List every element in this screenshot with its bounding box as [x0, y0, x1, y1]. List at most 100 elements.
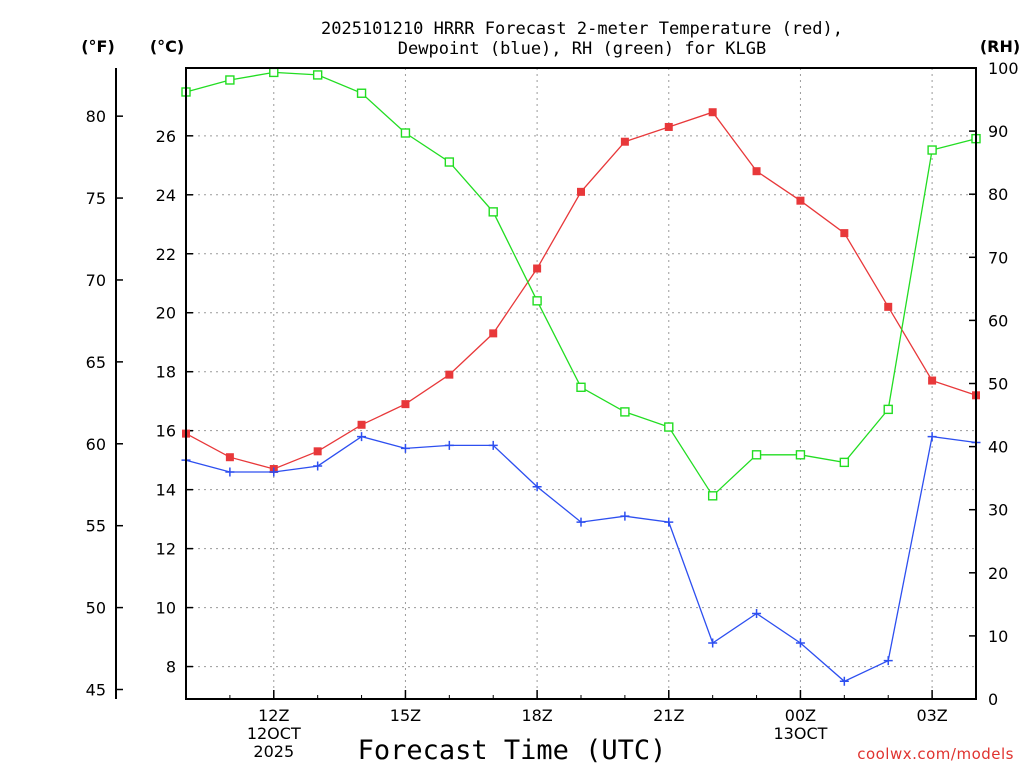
temperature-point — [225, 453, 234, 462]
celsius-tick-label: 14 — [156, 481, 176, 500]
rh-point — [707, 491, 718, 501]
dewpoint-point — [357, 432, 367, 442]
celsius-tick-label: 8 — [166, 658, 176, 677]
rh-tick-label: 40 — [988, 438, 1008, 457]
dewpoint-point — [313, 461, 323, 471]
rh-point — [488, 207, 498, 217]
rh-tick-label: 0 — [988, 690, 998, 709]
celsius-tick-label: 18 — [156, 363, 176, 382]
celsius-tick-label: 20 — [156, 304, 176, 323]
dewpoint-point — [708, 638, 718, 648]
time-tick-label: 2025 — [253, 742, 294, 761]
rh-tick-label: 10 — [988, 627, 1008, 646]
rh-tick-label: 80 — [988, 185, 1008, 204]
fahrenheit-tick-label: 70 — [86, 271, 106, 290]
temperature-point — [884, 302, 893, 311]
rh-point — [620, 407, 630, 417]
time-tick-label: 13OCT — [773, 724, 827, 743]
rh-point — [269, 67, 279, 78]
celsius-axis: 8 10 12 14 16 18 20 22 24 26 — [156, 127, 193, 677]
rh-point — [576, 382, 586, 392]
time-tick-label: 18Z — [521, 706, 552, 725]
fahrenheit-tick-label: 60 — [86, 435, 106, 454]
time-tick-label: 15Z — [390, 706, 421, 725]
temperature-point — [620, 137, 629, 146]
x-axis-title: Forecast Time (UTC) — [358, 735, 667, 766]
chart-title-line-1: 2025101210 HRRR Forecast 2-meter Tempera… — [321, 19, 843, 39]
celsius-tick-label: 10 — [156, 599, 176, 618]
rh-tick-label: 90 — [988, 122, 1008, 141]
temperature-point — [708, 108, 717, 117]
credit-text: coolwx.com/models — [857, 745, 1014, 763]
temperature-point — [577, 187, 585, 196]
dewpoint-line — [185, 435, 977, 683]
celsius-tick-label: 24 — [156, 186, 176, 205]
rh-point — [532, 296, 542, 306]
rh-point — [225, 75, 235, 85]
rh-point — [664, 422, 674, 432]
time-tick-label: 03Z — [916, 706, 947, 725]
time-tick-label: 12OCT — [247, 724, 301, 743]
temperature-point — [533, 264, 542, 273]
celsius-tick-label: 26 — [156, 127, 176, 146]
dewpoint-point — [883, 656, 893, 666]
dewpoint-point — [795, 638, 805, 648]
rh-tick-label: 70 — [988, 248, 1008, 267]
rh-point — [839, 457, 850, 468]
temperature-point — [357, 420, 366, 429]
fahrenheit-tick-label: 75 — [86, 189, 106, 208]
dewpoint-point — [620, 511, 630, 521]
temperature-point — [489, 329, 498, 338]
temperature-point — [840, 229, 849, 238]
rh-tick-label: 20 — [988, 564, 1008, 583]
temperature-point — [796, 196, 805, 205]
temperature-point — [445, 370, 454, 379]
fahrenheit-tick-label: 65 — [86, 353, 106, 372]
dewpoint-point — [532, 482, 542, 492]
rh-axis: 0 10 20 30 40 50 60 70 80 90 100 — [969, 59, 1019, 709]
rh-point — [883, 404, 893, 415]
plot-area-frame — [185, 67, 977, 700]
temperature-point — [313, 447, 322, 456]
fahrenheit-axis-unit: (°F) — [81, 37, 115, 56]
time-tick-label: 12Z — [258, 706, 289, 725]
fahrenheit-tick-label: 45 — [86, 680, 106, 699]
rh-point — [312, 70, 323, 80]
dewpoint-point — [488, 440, 498, 450]
fahrenheit-tick-label: 80 — [86, 107, 106, 126]
celsius-tick-label: 12 — [156, 540, 176, 559]
temperature-point — [752, 167, 761, 176]
fahrenheit-tick-label: 55 — [86, 517, 106, 536]
dewpoint-point — [927, 432, 937, 442]
celsius-tick-label: 16 — [156, 422, 176, 441]
celsius-tick-label: 22 — [156, 245, 176, 264]
temperature-point — [401, 400, 410, 409]
temperature-point — [664, 122, 673, 131]
time-tick-label: 21Z — [653, 706, 684, 725]
temperature-line — [185, 111, 977, 470]
rh-tick-label: 100 — [988, 59, 1019, 78]
rh-tick-label: 60 — [988, 311, 1008, 330]
celsius-axis-unit: (°C) — [150, 37, 184, 56]
data-series — [181, 67, 981, 686]
dewpoint-point — [839, 676, 849, 686]
fahrenheit-tick-label: 50 — [86, 599, 106, 618]
dewpoint-point — [664, 517, 674, 527]
dewpoint-point — [225, 467, 235, 477]
time-tick-label: 00Z — [785, 706, 816, 725]
rh-tick-label: 50 — [988, 375, 1008, 394]
rh-point — [751, 450, 762, 460]
temperature-point — [928, 376, 937, 385]
rh-point — [795, 450, 806, 460]
rh-point — [927, 145, 937, 155]
rh-axis-unit: (RH) — [980, 37, 1020, 56]
fahrenheit-axis: 45 50 55 60 65 70 75 80 — [86, 68, 123, 699]
rh-point — [444, 157, 455, 167]
rh-point — [400, 128, 411, 138]
dewpoint-point — [444, 440, 454, 450]
rh-point — [356, 88, 367, 98]
chart-title-line-2: Dewpoint (blue), RH (green) for KLGB — [398, 39, 766, 59]
dewpoint-point — [576, 517, 586, 527]
